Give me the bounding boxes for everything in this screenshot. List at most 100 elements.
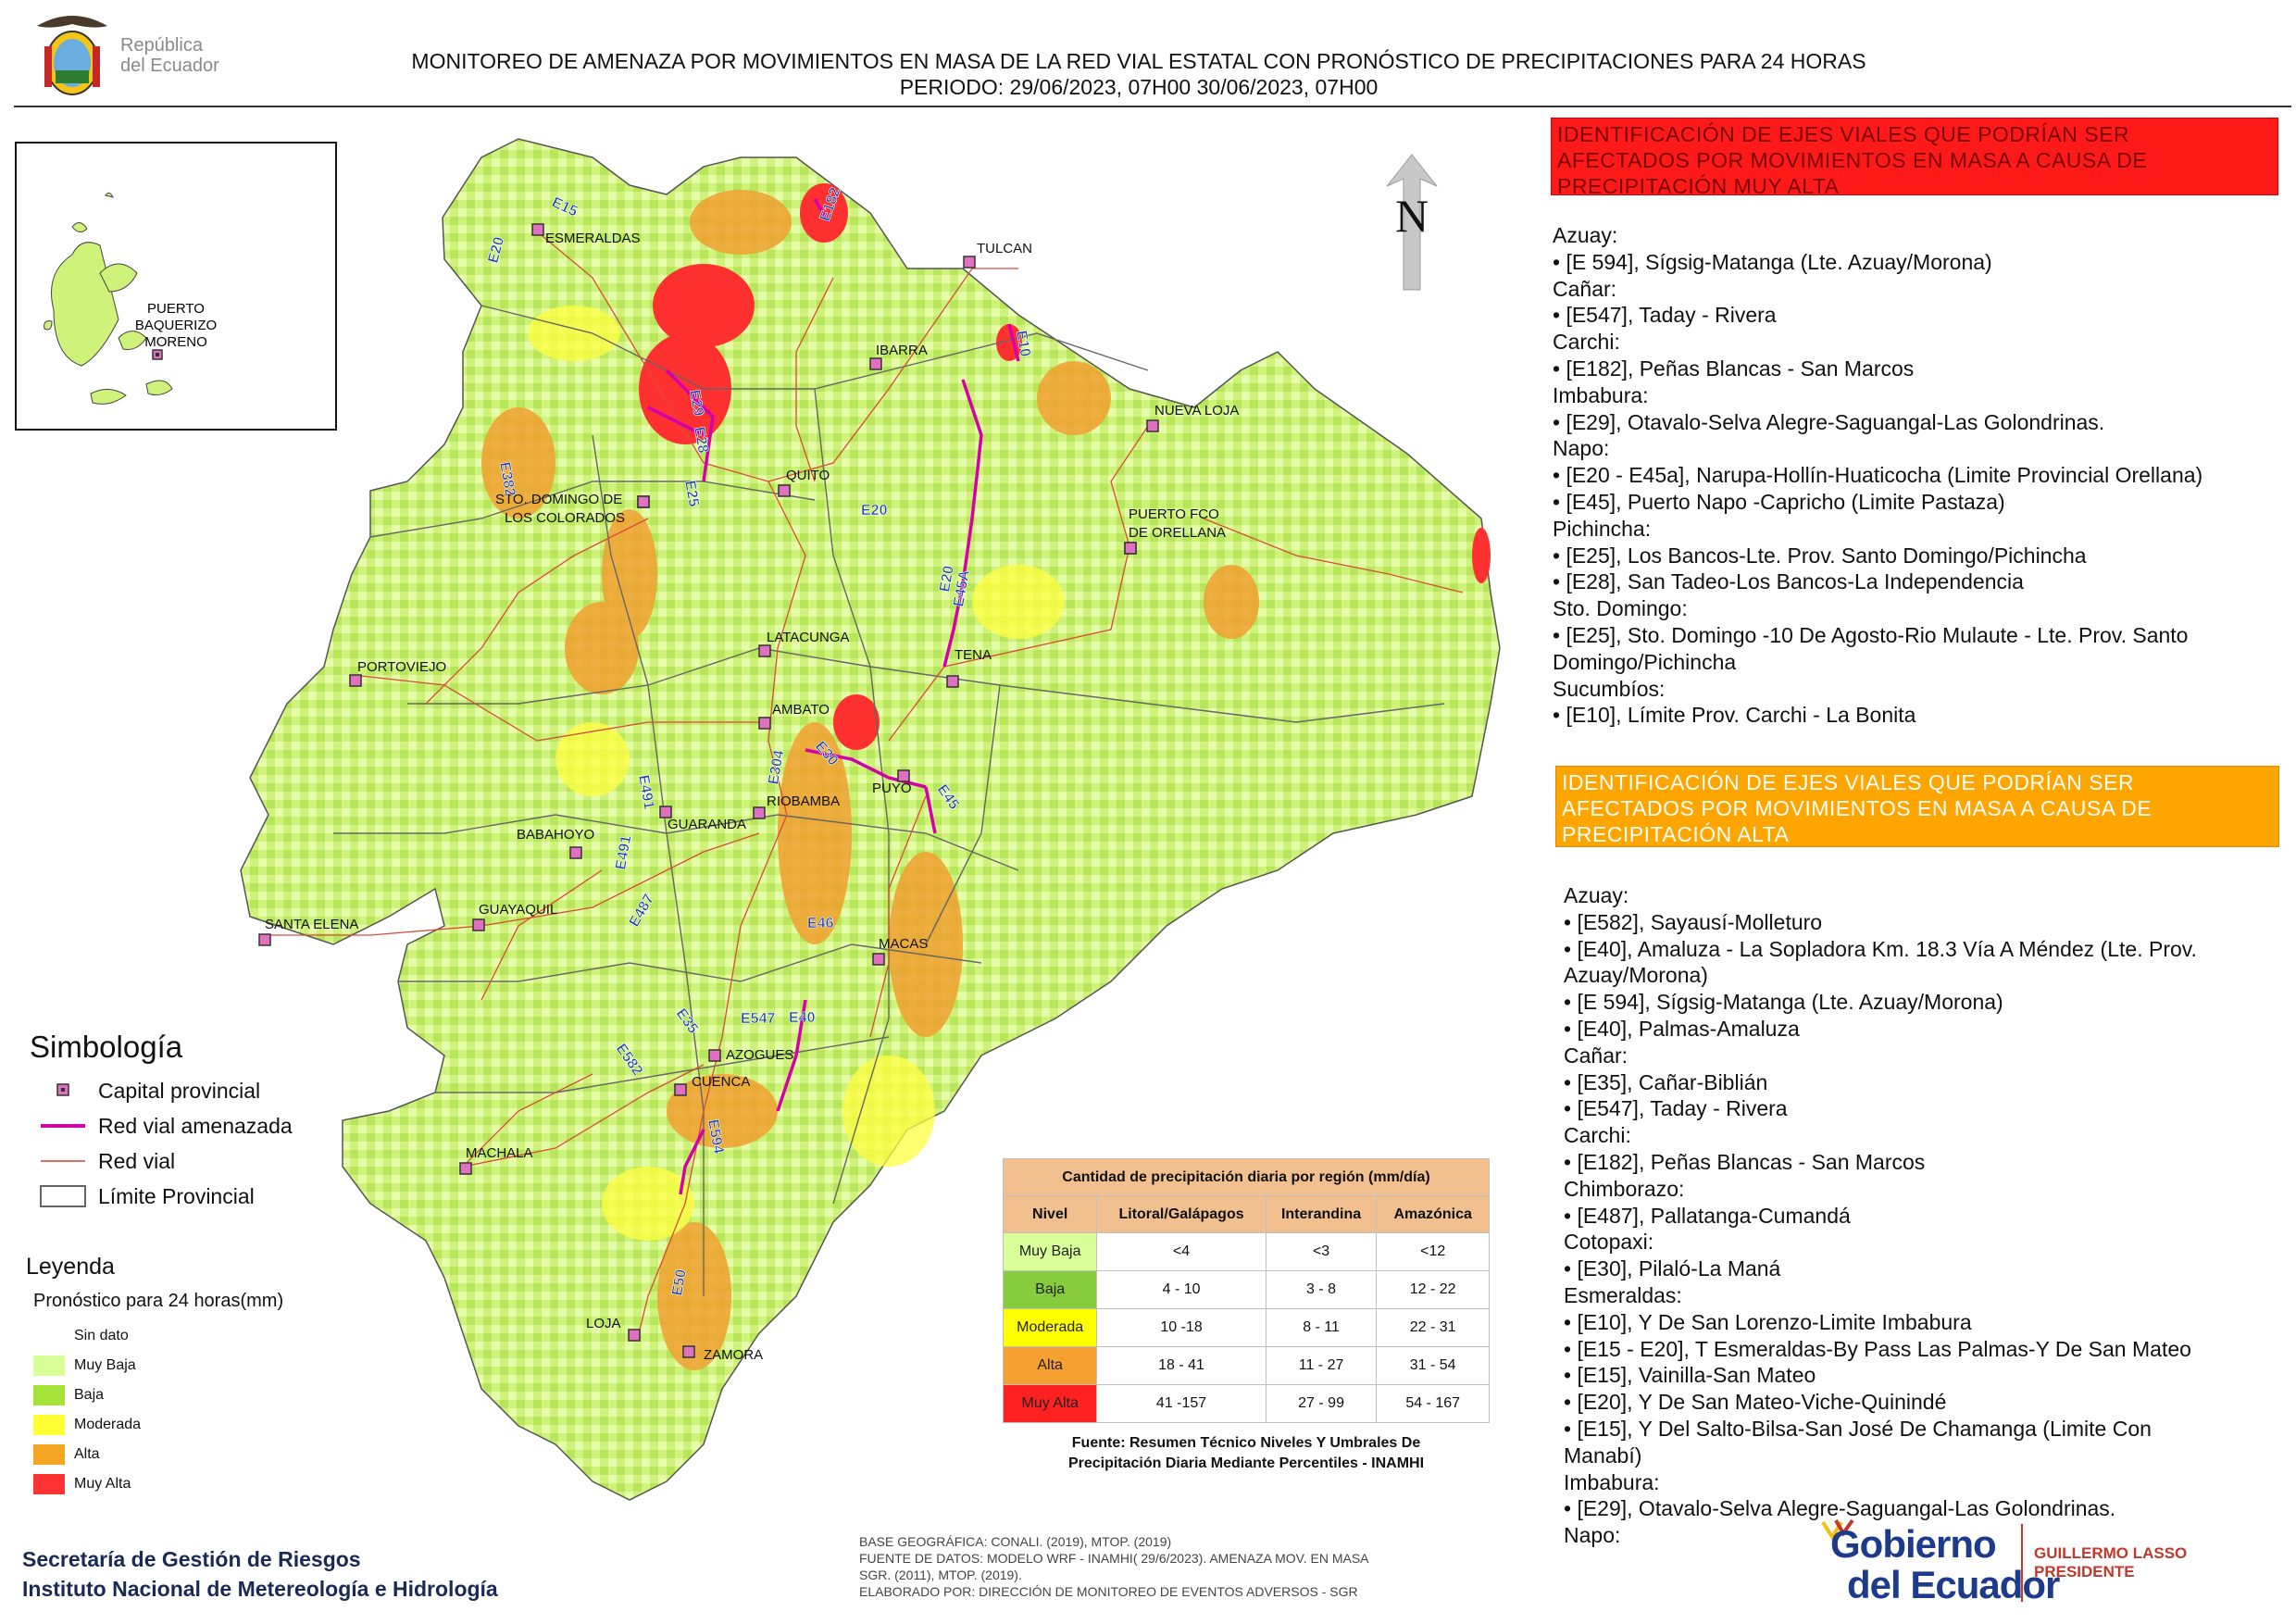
- road-label: E491: [635, 774, 656, 811]
- mainland-shape: [240, 138, 1501, 1501]
- north-arrow-icon: N: [1386, 154, 1438, 291]
- galapagos-map: PUERTO BAQUERIZO MORENO: [44, 192, 217, 405]
- province-heading: Azuay:: [1553, 223, 1618, 247]
- galapagos-inset: PUERTO BAQUERIZO MORENO: [15, 142, 337, 431]
- province-heading: Cañar:: [1564, 1043, 1628, 1068]
- road-item: • [E20], Y De San Mateo-Viche-Quinindé: [1564, 1390, 1947, 1415]
- gobierno-word1: Gobierno: [1830, 1522, 1997, 1566]
- table-row: Muy Baja <4 <3 <12: [1002, 1232, 1490, 1271]
- symbology-threatened-road: Red vial amenazada: [39, 1112, 293, 1140]
- symbology-label-limit: Límite Provincial: [98, 1183, 255, 1208]
- alta-road-list: Azuay: • [E582], Sayausí-Molleturo • [E40]…: [1564, 882, 2286, 1549]
- panel-muy-alta-header: IDENTIFICACIÓN DE EJES VIALES QUE PODRÍA…: [1551, 118, 2278, 198]
- legend-item: Alta: [33, 1443, 100, 1467]
- capital-marker: [1146, 419, 1159, 432]
- province-heading: Carchi:: [1553, 330, 1620, 355]
- meta-line4: ELABORADO POR: DIRECCIÓN DE MONITOREO DE…: [859, 1584, 1358, 1599]
- city-label: PUERTO FCO: [1129, 506, 1219, 522]
- red-title-line1: IDENTIFICACIÓN DE EJES VIALES QUE PODRÍA…: [1557, 122, 2130, 146]
- province-heading: Domingo/Pichincha: [1553, 649, 1737, 674]
- city-label: LATACUNGA: [767, 630, 849, 645]
- symbology-limit: Límite Provincial: [39, 1182, 255, 1210]
- city-label: TENA: [955, 647, 992, 663]
- province-heading: Esmeraldas:: [1564, 1282, 1682, 1307]
- table-header-amazonica: Amazónica: [1376, 1195, 1490, 1233]
- road-label: E40: [789, 1010, 816, 1026]
- inset-label-1: PUERTO: [147, 301, 205, 317]
- road-item: • [E15], Y Del Salto-Bilsa-San José De C…: [1564, 1416, 2152, 1441]
- road-label: E20: [861, 503, 888, 518]
- table-cell-amazonica: 22 - 31: [1376, 1308, 1490, 1347]
- table-cell-interandina: 3 - 8: [1265, 1270, 1378, 1309]
- road-label: E46: [807, 916, 834, 931]
- orange-title-line3: PRECIPITACIÓN ALTA: [1562, 822, 1790, 846]
- table-source-line2: Precipitación Diaria Mediante Percentile…: [1067, 1455, 1425, 1471]
- road-item: • [E25], Los Bancos-Lte. Prov. Santo Dom…: [1553, 543, 2087, 568]
- table-row: Moderada 10 -18 8 - 11 22 - 31: [1002, 1308, 1490, 1347]
- republica-logo: República del Ecuador: [28, 9, 250, 102]
- title-line1: MONITOREO DE AMENAZA POR MOVIMIENTOS EN …: [411, 49, 1866, 73]
- table-cell-interandina: <3: [1265, 1232, 1378, 1271]
- gobierno-separator: [2021, 1524, 2023, 1602]
- legend-label: Alta: [74, 1446, 100, 1462]
- meta-line3: SGR. (2011), MTOP. (2019).: [859, 1568, 1022, 1582]
- table-row: Baja 4 - 10 3 - 8 12 - 22: [1002, 1270, 1490, 1309]
- capital-marker: [963, 256, 976, 269]
- table-header-litoral: Litoral/Galápagos: [1096, 1195, 1267, 1233]
- city-label: LOS COLORADOS: [505, 510, 625, 526]
- table-row: Alta 18 - 41 11 - 27 31 - 54: [1002, 1346, 1490, 1385]
- table-cell-litoral: 18 - 41: [1096, 1346, 1267, 1385]
- table-cell-amazonica: <12: [1376, 1232, 1490, 1271]
- province-heading: Chimborazo:: [1564, 1176, 1685, 1201]
- road-item: • [E10], Y De San Lorenzo-Limite Imbabur…: [1564, 1309, 1972, 1334]
- alta-zones: [481, 190, 1259, 1370]
- symbology-road: Red vial: [39, 1147, 175, 1175]
- province-heading: Pichincha:: [1553, 516, 1652, 541]
- legend-label: Muy Alta: [74, 1476, 131, 1492]
- province-heading: Azuay:: [1564, 883, 1629, 907]
- meta-line2: FUENTE DE DATOS: MODELO WRF - INAMHI( 29…: [859, 1551, 1369, 1566]
- road-network: [268, 231, 1464, 1334]
- table-title: Cantidad de precipitación diaria por reg…: [1003, 1158, 1490, 1196]
- table-cell-level: Alta: [1002, 1346, 1098, 1385]
- road-item: • [E547], Taday - Rivera: [1564, 1096, 1788, 1121]
- legend-swatch: [33, 1444, 65, 1465]
- road-label: E20: [937, 565, 957, 593]
- table-cell-amazonica: 54 - 167: [1376, 1384, 1490, 1423]
- muy-alta-road-list: Azuay: • [E 594], Sígsig-Matanga (Lte. Az…: [1553, 222, 2284, 729]
- province-heading: Cañar:: [1553, 276, 1617, 301]
- table-cell-level: Moderada: [1002, 1308, 1098, 1347]
- city-label: MACHALA: [466, 1145, 533, 1161]
- legend-swatch: [33, 1385, 65, 1405]
- city-label: TULCAN: [977, 241, 1032, 256]
- province-heading: Cotopaxi:: [1564, 1230, 1654, 1255]
- table-header-interandina: Interandina: [1265, 1195, 1378, 1233]
- president-title: PRESIDENTE: [2034, 1563, 2135, 1580]
- legend-label: Moderada: [74, 1417, 142, 1432]
- capital-marker: [1124, 542, 1137, 555]
- capital-marker: [659, 806, 672, 818]
- road-label: E10: [1013, 330, 1033, 358]
- table-source: Fuente: Resumen Técnico Niveles Y Umbral…: [1003, 1433, 1490, 1474]
- footer-org-line1: Secretaría de Gestión de Riesgos: [22, 1547, 361, 1571]
- footer-org-line2: Instituto Nacional de Metereología e Hid…: [22, 1577, 498, 1601]
- north-letter: N: [1395, 190, 1429, 242]
- symbology-label-road: Red vial: [98, 1148, 176, 1173]
- road-item: • [E29], Otavalo-Selva Alegre-Saguangal-…: [1564, 1496, 2116, 1521]
- legend-swatch: [33, 1415, 65, 1435]
- road-item: • [E35], Cañar-Biblián: [1564, 1069, 1768, 1094]
- road-item: • [E28], San Tadeo-Los Bancos-La Indepen…: [1553, 569, 2024, 594]
- legend-label: Sin dato: [74, 1328, 129, 1343]
- table-cell-litoral: 4 - 10: [1096, 1270, 1267, 1309]
- inset-label-2: BAQUERIZO: [135, 318, 217, 333]
- road-item: • [E10], Límite Prov. Carchi - La Bonita: [1553, 703, 1916, 728]
- title-line2: PERIODO: 29/06/2023, 07H00 30/06/2023, 0…: [899, 75, 1379, 99]
- road-item: • [E40], Amaluza - La Sopladora Km. 18.3…: [1564, 936, 2197, 961]
- city-label: NUEVA LOJA: [1154, 403, 1239, 418]
- road-item: • [E15 - E20], T Esmeraldas-By Pass Las …: [1564, 1336, 2191, 1361]
- capital-icon: [39, 1079, 87, 1103]
- province-heading: Imbabura:: [1564, 1469, 1660, 1494]
- city-label: RIOBAMBA: [767, 793, 840, 809]
- city-label: ZAMORA: [704, 1347, 763, 1363]
- road-icon: [39, 1149, 87, 1173]
